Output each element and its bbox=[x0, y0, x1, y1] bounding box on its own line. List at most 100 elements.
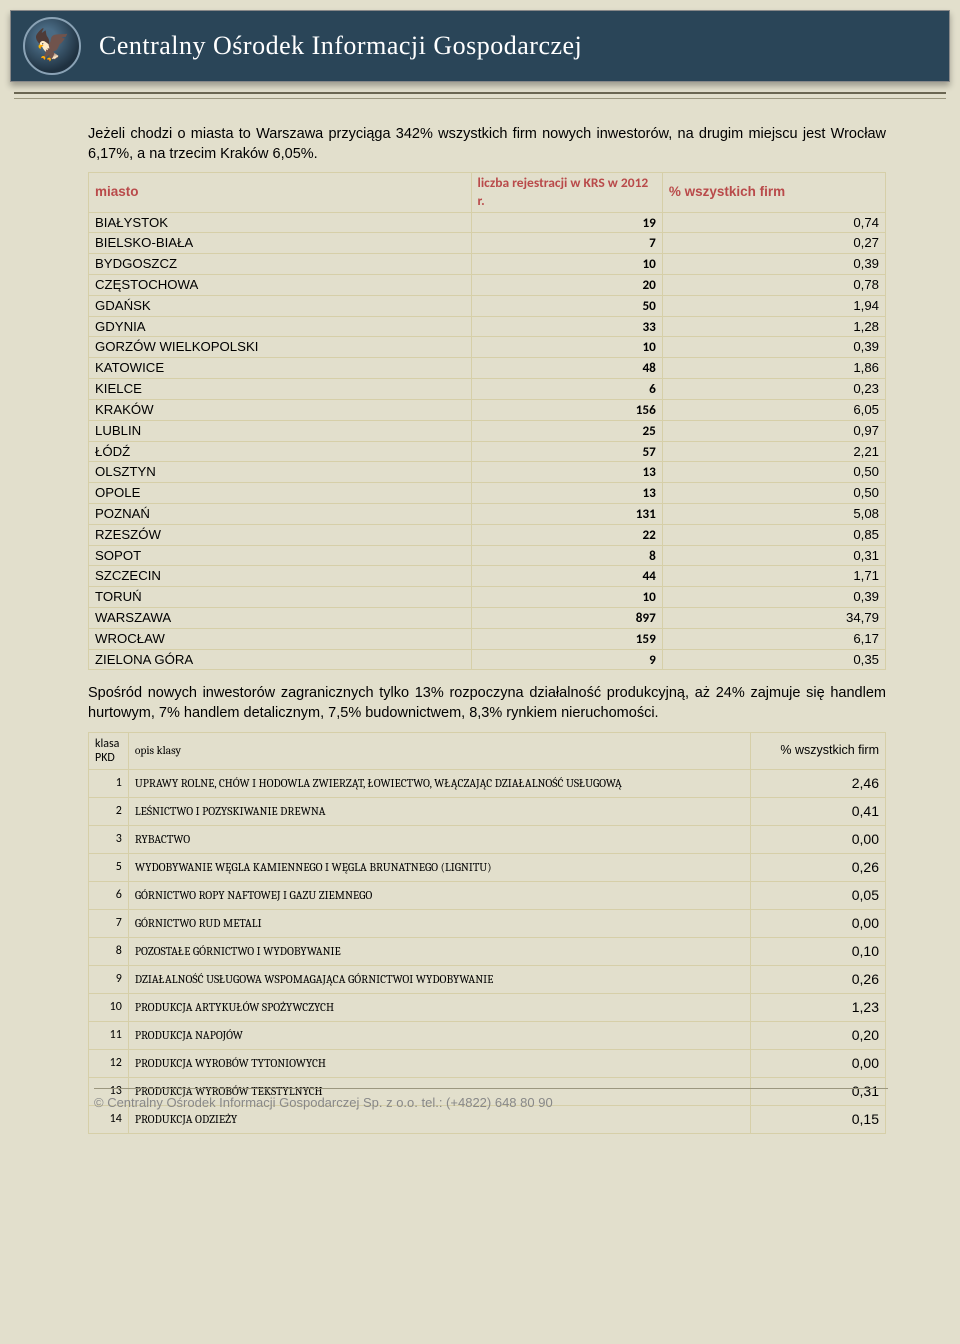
city-name: LUBLIN bbox=[89, 420, 472, 441]
table-row: ZIELONA GÓRA90,35 bbox=[89, 649, 886, 670]
pkd-percent: 1,23 bbox=[750, 993, 886, 1021]
city-name: SZCZECIN bbox=[89, 566, 472, 587]
city-name: KIELCE bbox=[89, 379, 472, 400]
pkd-table: klasa PKD opis klasy % wszystkich firm 1… bbox=[88, 732, 886, 1134]
table-row: LUBLIN250,97 bbox=[89, 420, 886, 441]
city-registrations: 20 bbox=[471, 275, 662, 296]
city-percent: 1,71 bbox=[662, 566, 885, 587]
table-row: RZESZÓW220,85 bbox=[89, 524, 886, 545]
city-percent: 0,97 bbox=[662, 420, 885, 441]
city-name: TORUŃ bbox=[89, 587, 472, 608]
pkd-percent: 0,00 bbox=[750, 909, 886, 937]
table-row: BIELSKO-BIAŁA70,27 bbox=[89, 233, 886, 254]
pkd-percent: 0,20 bbox=[750, 1021, 886, 1049]
table-row: CZĘSTOCHOWA200,78 bbox=[89, 275, 886, 296]
city-name: GDYNIA bbox=[89, 316, 472, 337]
pkd-code: 9 bbox=[89, 965, 129, 993]
city-percent: 2,21 bbox=[662, 441, 885, 462]
city-percent: 1,86 bbox=[662, 358, 885, 379]
table-row: OPOLE130,50 bbox=[89, 483, 886, 504]
pkd-description: POZOSTAŁE GÓRNICTWO I WYDOBYWANIE bbox=[128, 937, 750, 965]
footer: © Centralny Ośrodek Informacji Gospodarc… bbox=[94, 1088, 888, 1110]
header-title: Centralny Ośrodek Informacji Gospodarcze… bbox=[99, 31, 582, 61]
table-row: SZCZECIN441,71 bbox=[89, 566, 886, 587]
city-registrations: 13 bbox=[471, 483, 662, 504]
city-percent: 1,28 bbox=[662, 316, 885, 337]
city-name: BIAŁYSTOK bbox=[89, 212, 472, 233]
city-name: OLSZTYN bbox=[89, 462, 472, 483]
city-registrations: 57 bbox=[471, 441, 662, 462]
city-name: SOPOT bbox=[89, 545, 472, 566]
pkd-percent: 0,26 bbox=[750, 853, 886, 881]
city-registrations: 33 bbox=[471, 316, 662, 337]
pkd-code: 1 bbox=[89, 769, 129, 797]
city-registrations: 19 bbox=[471, 212, 662, 233]
cities-header-row: miasto liczba rejestracji w KRS w 2012 r… bbox=[89, 173, 886, 212]
city-registrations: 6 bbox=[471, 379, 662, 400]
eagle-icon: 🦅 bbox=[33, 31, 70, 61]
city-registrations: 156 bbox=[471, 399, 662, 420]
city-registrations: 10 bbox=[471, 337, 662, 358]
col-percent: % wszystkich firm bbox=[662, 173, 885, 212]
divider-thin bbox=[14, 98, 946, 99]
city-percent: 1,94 bbox=[662, 295, 885, 316]
city-percent: 0,27 bbox=[662, 233, 885, 254]
pkd-code: 7 bbox=[89, 909, 129, 937]
pkd-description: LEŚNICTWO I POZYSKIWANIE DREWNA bbox=[128, 797, 750, 825]
city-registrations: 25 bbox=[471, 420, 662, 441]
city-registrations: 48 bbox=[471, 358, 662, 379]
city-percent: 0,31 bbox=[662, 545, 885, 566]
table-row: KATOWICE481,86 bbox=[89, 358, 886, 379]
intro-paragraph: Jeżeli chodzi o miasta to Warszawa przyc… bbox=[88, 125, 886, 164]
cities-table: miasto liczba rejestracji w KRS w 2012 r… bbox=[88, 172, 886, 670]
pkd-header-row: klasa PKD opis klasy % wszystkich firm bbox=[89, 732, 886, 769]
table-row: TORUŃ100,39 bbox=[89, 587, 886, 608]
pkd-description: PRODUKCJA ARTYKUŁÓW SPOŻYWCZYCH bbox=[128, 993, 750, 1021]
table-row: GDAŃSK501,94 bbox=[89, 295, 886, 316]
city-percent: 0,50 bbox=[662, 462, 885, 483]
pkd-description: WYDOBYWANIE WĘGLA KAMIENNEGO I WĘGLA BRU… bbox=[128, 853, 750, 881]
city-percent: 0,23 bbox=[662, 379, 885, 400]
pkd-percent: 0,00 bbox=[750, 825, 886, 853]
city-registrations: 159 bbox=[471, 628, 662, 649]
city-registrations: 22 bbox=[471, 524, 662, 545]
pkd-description: DZIAŁALNOŚĆ USŁUGOWA WSPOMAGAJĄCA GÓRNIC… bbox=[128, 965, 750, 993]
pkd-percent: 0,26 bbox=[750, 965, 886, 993]
table-row: GORZÓW WIELKOPOLSKI100,39 bbox=[89, 337, 886, 358]
table-row: KRAKÓW1566,05 bbox=[89, 399, 886, 420]
pkd-percent: 0,00 bbox=[750, 1049, 886, 1077]
city-registrations: 9 bbox=[471, 649, 662, 670]
table-row: 11PRODUKCJA NAPOJÓW0,20 bbox=[89, 1021, 886, 1049]
org-logo: 🦅 bbox=[23, 17, 81, 75]
table-row: KIELCE60,23 bbox=[89, 379, 886, 400]
city-name: KRAKÓW bbox=[89, 399, 472, 420]
footer-text: © Centralny Ośrodek Informacji Gospodarc… bbox=[94, 1095, 888, 1110]
pkd-code: 11 bbox=[89, 1021, 129, 1049]
col-pkd-percent: % wszystkich firm bbox=[750, 732, 886, 769]
table-row: WARSZAWA89734,79 bbox=[89, 608, 886, 629]
city-registrations: 131 bbox=[471, 503, 662, 524]
city-name: BYDGOSZCZ bbox=[89, 254, 472, 275]
col-pkd-code: klasa PKD bbox=[89, 732, 129, 769]
pkd-description: UPRAWY ROLNE, CHÓW I HODOWLA ZWIERZĄT, Ł… bbox=[128, 769, 750, 797]
table-row: SOPOT80,31 bbox=[89, 545, 886, 566]
city-percent: 6,05 bbox=[662, 399, 885, 420]
pkd-percent: 2,46 bbox=[750, 769, 886, 797]
pkd-percent: 0,05 bbox=[750, 881, 886, 909]
pkd-percent: 0,10 bbox=[750, 937, 886, 965]
city-name: GDAŃSK bbox=[89, 295, 472, 316]
city-percent: 6,17 bbox=[662, 628, 885, 649]
city-registrations: 44 bbox=[471, 566, 662, 587]
table-row: OLSZTYN130,50 bbox=[89, 462, 886, 483]
city-percent: 0,74 bbox=[662, 212, 885, 233]
table-row: 8POZOSTAŁE GÓRNICTWO I WYDOBYWANIE0,10 bbox=[89, 937, 886, 965]
city-percent: 0,39 bbox=[662, 254, 885, 275]
city-percent: 0,78 bbox=[662, 275, 885, 296]
city-name: ŁÓDŹ bbox=[89, 441, 472, 462]
footer-divider bbox=[94, 1088, 888, 1089]
city-percent: 0,35 bbox=[662, 649, 885, 670]
mid-paragraph: Spośród nowych inwestorów zagranicznych … bbox=[88, 684, 886, 723]
table-row: 6GÓRNICTWO ROPY NAFTOWEJ I GAZU ZIEMNEGO… bbox=[89, 881, 886, 909]
table-row: GDYNIA331,28 bbox=[89, 316, 886, 337]
city-percent: 0,50 bbox=[662, 483, 885, 504]
